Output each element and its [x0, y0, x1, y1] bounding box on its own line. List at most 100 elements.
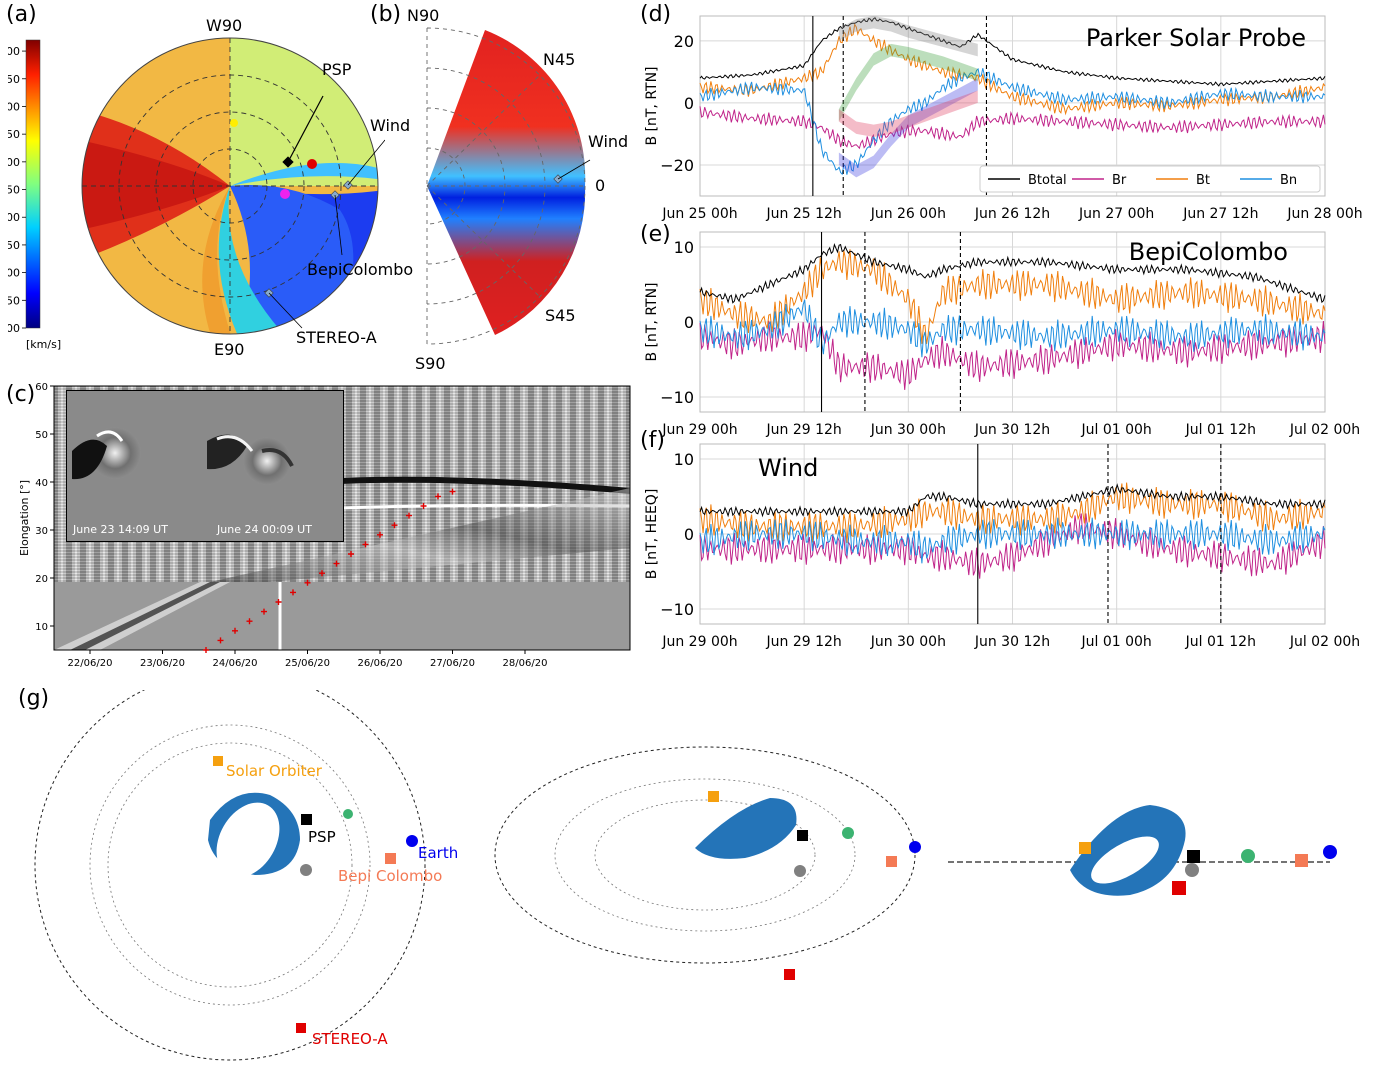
colorbar-tick: 200 [8, 322, 20, 335]
panel_e-ytick: 0 [684, 313, 694, 332]
elongation-point [333, 560, 340, 567]
label-n90: N90 [407, 6, 440, 25]
model-band [838, 90, 978, 138]
legend-label-bt: Bt [1196, 173, 1210, 188]
elongation-point [261, 608, 267, 615]
panel-label-d: (d) [640, 2, 672, 27]
elongation-point [304, 579, 311, 586]
elongation-track [203, 488, 456, 653]
g1-grey [300, 864, 312, 876]
panel_f-ytick: 0 [684, 525, 694, 544]
label-bepicolombo: BepiColombo [307, 260, 414, 279]
c-xtick: 28/06/20 [503, 658, 548, 669]
colorbar-tick: 400 [8, 211, 20, 224]
elongation-point [406, 512, 412, 519]
series-bn [699, 68, 1326, 176]
panel-label-e: (e) [640, 222, 671, 247]
panel-c: 60 50 40 30 20 10 22/06/20 23/06/20 24/06/20 25/0… [10, 378, 635, 678]
label-wind-b: Wind [588, 132, 629, 151]
c-xtick: 24/06/20 [213, 658, 258, 669]
panel_d-xtick: Jun 28 00h [1286, 206, 1362, 222]
panel_f-title: Wind [758, 454, 818, 482]
series-btotal [699, 17, 1326, 87]
panel_e-xtick: Jun 29 00h [661, 422, 737, 438]
inset-label-1: June 23 14:09 UT [73, 523, 168, 536]
panel_e-xtick: Jul 01 12h [1185, 422, 1256, 438]
elongation-point [217, 637, 224, 644]
legend: Btotal Br Bt Bn [979, 165, 1321, 193]
c-ytick: 40 [35, 478, 48, 489]
g1-solar-orbiter [213, 756, 223, 766]
panel_f-xtick: Jun 29 00h [661, 634, 737, 650]
panel_d-ytick: 0 [684, 94, 694, 113]
panel_d-xtick: Jun 26 00h [870, 206, 946, 222]
panel-label-a: (a) [6, 2, 37, 27]
g1-label-psp: PSP [308, 828, 336, 846]
label-s90: S90 [415, 354, 446, 373]
c-xtick: 23/06/20 [140, 658, 185, 669]
panel_d-xtick: Jun 26 12h [974, 206, 1050, 222]
panel_e-xtick: Jun 29 12h [766, 422, 842, 438]
label-wind: Wind [370, 116, 411, 135]
colorbar-tick: 550 [8, 128, 20, 141]
marker-magenta [280, 189, 290, 199]
panel_e-xtick: Jul 01 00h [1081, 422, 1152, 438]
panel_d-frame [699, 15, 1326, 197]
c-xtick: 27/06/20 [430, 658, 475, 669]
label-n45: N45 [543, 50, 576, 69]
g1-psp [301, 814, 312, 825]
panel_f-xtick: Jun 30 12h [974, 634, 1050, 650]
colorbar-tick: 700 [8, 45, 20, 58]
panel_f-ytick: 10 [674, 450, 694, 469]
model-band [838, 16, 978, 57]
panel-label-g: (g) [18, 686, 50, 711]
panel-e-plot: 10 0 −10 Jun 29 00h Jun 29 12h Jun 30 00h Jun … [644, 231, 1360, 438]
panel_f-xtick: Jul 01 12h [1185, 634, 1256, 650]
panel_e-ytick: 10 [674, 238, 694, 257]
c-ytick: 60 [35, 382, 48, 393]
label-s45: S45 [545, 306, 576, 325]
label-e90: E90 [214, 340, 245, 359]
elongation-point [348, 551, 354, 557]
colorbar: 700 650 600 550 500 450 400 350 300 250 200 [km/s] [0, 36, 78, 356]
g1-bepi [385, 853, 396, 864]
g1-label-bepi: Bepi Colombo [338, 867, 442, 885]
orbit-view-topdown: Solar Orbiter PSP Earth Bepi Colombo STE… [34, 669, 458, 1061]
g1-label-stereo: STEREO-A [312, 1030, 388, 1048]
panel_e-ylabel: B [nT, RTN] [644, 282, 660, 361]
panel_e-xtick: Jul 02 00h [1289, 422, 1360, 438]
panel-label-f: (f) [640, 428, 665, 453]
panel-e: 10 0 −10 Jun 29 00h Jun 29 12h Jun 30 00h Jun … [640, 224, 1380, 439]
legend-label-br: Br [1112, 173, 1127, 188]
panel_d-xtick: Jun 25 12h [766, 206, 842, 222]
panel-b-plot [426, 27, 591, 345]
marker-yellow [230, 119, 238, 127]
panel_f-ytick: −10 [660, 600, 694, 619]
panel_d-ylabel: B [nT, RTN] [644, 66, 660, 145]
elongation-point [449, 488, 456, 495]
ylabel-elongation: Elongation [°] [18, 480, 31, 556]
label-psp: PSP [322, 60, 352, 79]
c-ytick: 10 [35, 622, 48, 633]
c-xtick: 25/06/20 [285, 658, 330, 669]
g1-green [343, 809, 353, 819]
elongation-point [420, 503, 427, 509]
elongation-point [362, 541, 369, 548]
panel_f-xtick: Jun 30 00h [870, 634, 946, 650]
elongation-point [377, 531, 383, 538]
panel_d-xtick: Jun 25 00h [661, 206, 737, 222]
panel-label-b: (b) [370, 2, 402, 27]
g1-earth [406, 835, 418, 847]
panel_e-xtick: Jun 30 12h [974, 422, 1050, 438]
colorbar-tick: 650 [8, 73, 20, 86]
series-bt [699, 22, 1326, 116]
label-zero: 0 [595, 176, 606, 195]
panel_e-title: BepiColombo [1129, 238, 1288, 266]
panel-g-plot: Solar Orbiter PSP Earth Bepi Colombo STE… [34, 669, 1337, 1061]
orbit-view-side [948, 805, 1337, 896]
panel-b: N90 N45 Wind 0 S45 S90 [405, 6, 635, 375]
panel_f-ylabel: B [nT, HEEQ] [644, 489, 660, 580]
panel-d-plot: 20 0 −20 Jun 25 00h Jun 25 12h Jun 26 00h Jun … [644, 15, 1363, 222]
label-w90: W90 [206, 16, 243, 35]
orbit-view-oblique [494, 746, 921, 980]
